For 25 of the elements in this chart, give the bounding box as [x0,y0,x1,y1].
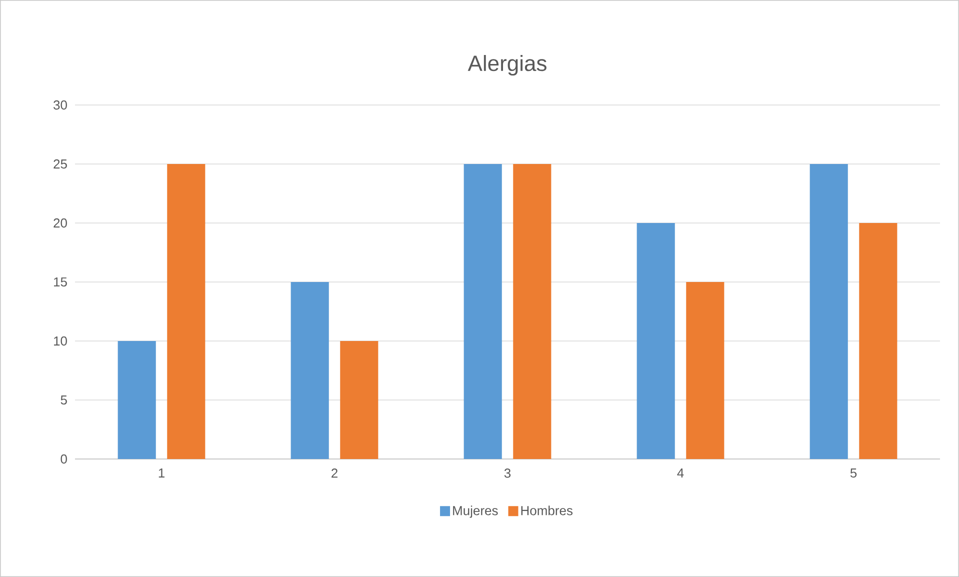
bar [859,222,898,459]
x-tick-label: 4 [677,468,684,478]
bar [340,341,378,459]
y-tick-label: 10 [54,336,67,346]
chart-title: Alergias [468,54,546,76]
legend-label: Hombres [521,506,573,516]
bar [513,164,552,459]
y-tick-label: 30 [54,100,67,110]
x-tick-label: 3 [504,468,511,478]
bar [118,341,156,459]
bar [636,222,675,459]
y-tick-label: 5 [60,395,67,405]
bar [290,282,329,459]
x-tick-label: 2 [332,468,338,478]
y-tick-label: 25 [54,159,67,169]
bar [464,164,502,459]
y-tick-label: 15 [54,277,67,287]
bar [686,282,724,459]
x-tick-label: 1 [158,468,164,478]
bar [810,164,848,459]
y-tick-label: 0 [60,454,67,464]
x-tick-label: 5 [850,468,857,478]
bar [167,164,206,459]
y-tick-label: 20 [54,218,67,228]
legend-label: Mujeres [453,506,498,518]
